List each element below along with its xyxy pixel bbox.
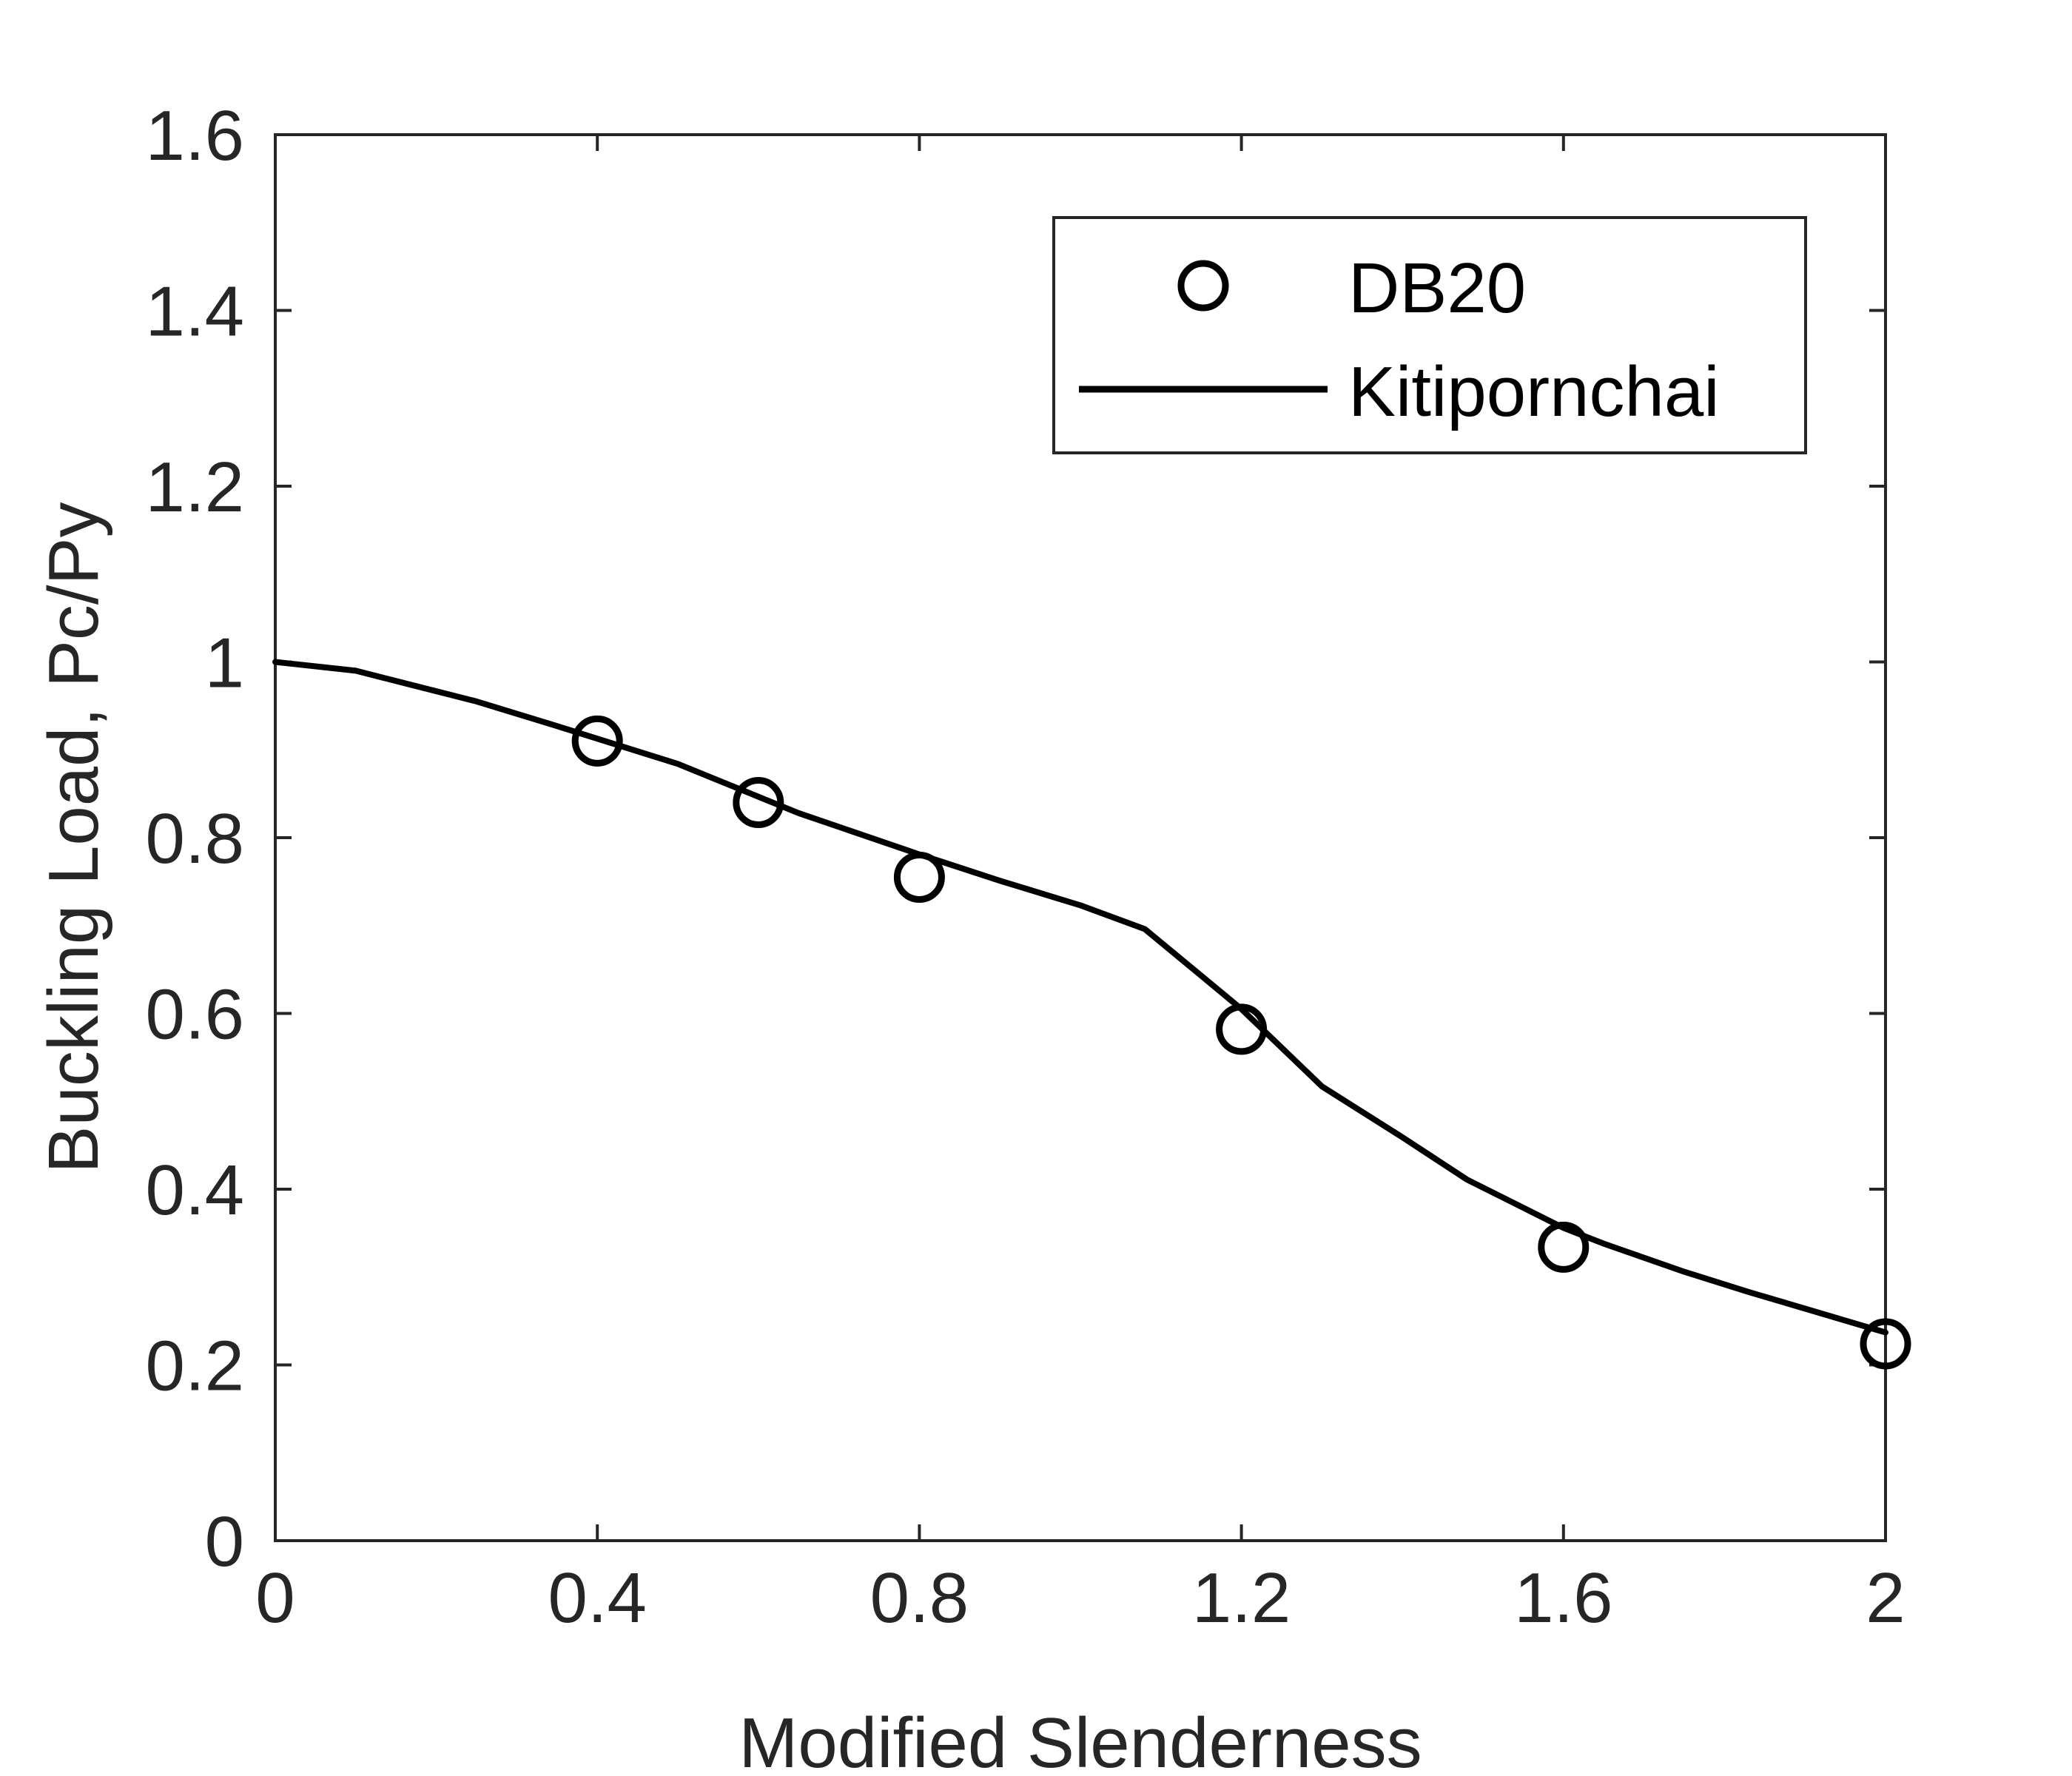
x-tick-label: 1.6 (1514, 1558, 1612, 1638)
x-tick-label: 0 (255, 1558, 295, 1638)
y-tick-label: 0 (205, 1502, 244, 1581)
x-tick-label: 0.4 (548, 1558, 646, 1638)
y-tick-label: 1.6 (146, 96, 244, 175)
series-line-kitipornchai (272, 659, 1888, 1336)
y-tick-label: 0.4 (146, 1151, 244, 1230)
y-tick-label: 1 (205, 624, 244, 703)
legend-label-kitipornchai: Kitipornchai (1348, 352, 1720, 431)
legend-label-db20: DB20 (1348, 249, 1526, 328)
y-tick-label: 1.2 (146, 448, 244, 527)
y-tick-label: 0.6 (146, 975, 244, 1054)
legend: DB20 Kitipornchai (1052, 216, 1807, 454)
data-point-db20 (733, 777, 784, 828)
data-point-db20 (893, 851, 945, 903)
axis-labels: Modified Slenderness Buckling Load, Pc/P… (34, 502, 1422, 1776)
legend-marker-db20 (1177, 260, 1229, 312)
data-point-db20 (1860, 1318, 1911, 1370)
x-axis-label: Modified Slenderness (739, 1703, 1422, 1776)
y-tick-label: 0.2 (146, 1327, 244, 1406)
y-tick-label: 1.4 (146, 272, 244, 352)
series-layer (272, 659, 1911, 1370)
data-point-db20 (571, 715, 623, 767)
x-tick-label: 1.2 (1192, 1558, 1291, 1638)
data-point-db20 (1538, 1221, 1590, 1273)
ticks: 0 0.4 0.8 1.2 1.6 2 0 0.2 0.4 0.6 0.8 1 1.2 1.4 1.6 (146, 96, 1906, 1638)
y-axis-label: Buckling Load, Pc/Py (34, 502, 113, 1173)
x-tick-label: 0.8 (870, 1558, 969, 1638)
data-point-db20 (1216, 1003, 1268, 1055)
x-tick-label: 2 (1866, 1558, 1905, 1638)
y-tick-label: 0.8 (146, 799, 244, 878)
legend-box (1052, 216, 1807, 454)
